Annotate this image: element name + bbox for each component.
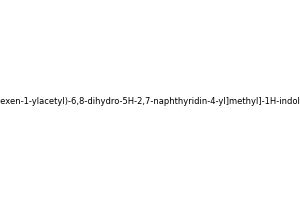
Text: N-[[7-(2-cyclohexen-1-ylacetyl)-6,8-dihydro-5H-2,7-naphthyridin-4-yl]methyl]-1H-: N-[[7-(2-cyclohexen-1-ylacetyl)-6,8-dihy… — [0, 97, 300, 106]
